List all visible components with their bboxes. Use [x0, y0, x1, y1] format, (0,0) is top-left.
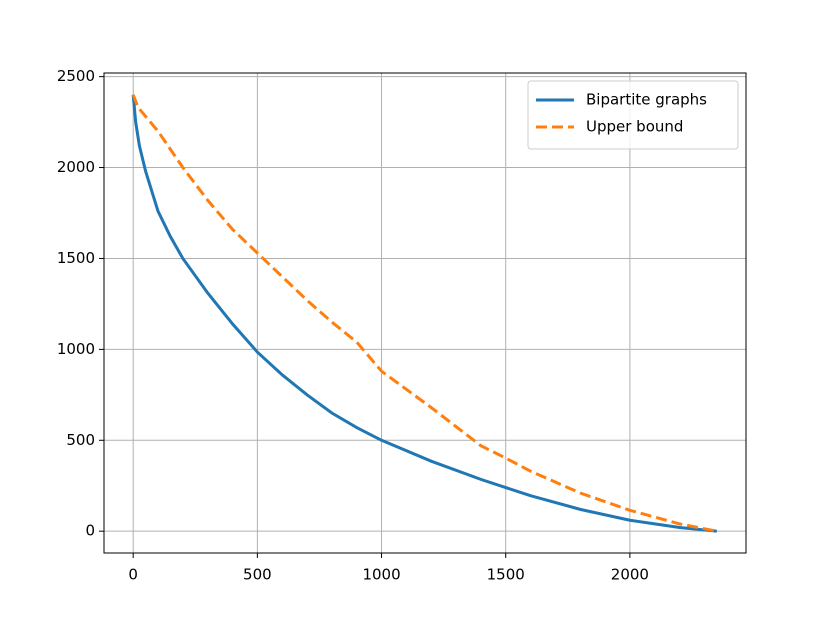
y-tick-label: 0	[85, 522, 95, 540]
legend-label: Upper bound	[586, 118, 683, 136]
y-tick-label: 2000	[57, 158, 95, 176]
legend-box	[527, 80, 739, 150]
legend-label: Bipartite graphs	[586, 91, 707, 109]
data-line	[131, 94, 717, 533]
y-tick-label: 1500	[57, 249, 95, 267]
y-tick-label: 500	[66, 431, 95, 449]
x-tick-label: 1000	[362, 566, 400, 584]
x-tick-label: 500	[243, 566, 272, 584]
x-tick-label: 0	[128, 566, 138, 584]
y-tick-label: 1000	[57, 340, 95, 358]
legend: Bipartite graphs Upper bound	[527, 80, 739, 150]
y-tick-label: 2500	[57, 67, 95, 85]
x-tick-label: 1500	[487, 566, 525, 584]
plot-frame	[103, 72, 747, 554]
data-line	[131, 94, 718, 533]
x-tick-label: 2000	[611, 566, 649, 584]
